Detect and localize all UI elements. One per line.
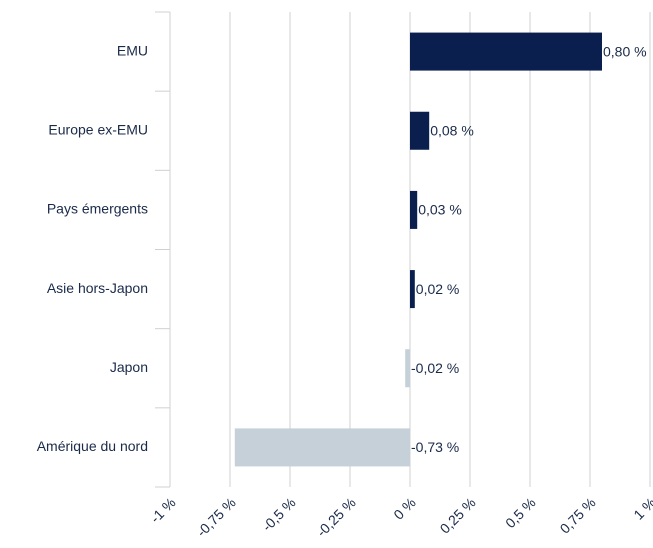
data-label: 0,08 %: [430, 122, 474, 138]
x-tick-label: -0,25 %: [313, 494, 358, 539]
data-label: 0,02 %: [416, 281, 460, 297]
y-tick-label: Asie hors-Japon: [47, 280, 148, 296]
x-tick-label: 1 %: [630, 494, 653, 522]
bar: [405, 349, 410, 388]
data-label: -0,02 %: [411, 360, 459, 376]
x-tick-label: -0,5 %: [259, 494, 299, 534]
x-tick-label: -1 %: [147, 494, 179, 526]
bar: [410, 270, 415, 309]
y-tick-label: Amérique du nord: [37, 438, 148, 454]
x-tick-label: 0 %: [390, 494, 418, 522]
x-tick-label: 0,25 %: [437, 494, 479, 536]
y-tick-label: Japon: [110, 359, 148, 375]
y-tick-label: Europe ex-EMU: [48, 121, 148, 137]
bar: [410, 32, 602, 71]
data-label: 0,03 %: [418, 202, 462, 218]
bar: [410, 190, 418, 229]
data-label: 0,80 %: [603, 43, 647, 59]
y-tick-label: EMU: [117, 42, 148, 58]
x-tick-label: 0,75 %: [557, 494, 599, 536]
bar: [234, 428, 410, 467]
data-label: -0,73 %: [411, 439, 459, 455]
x-tick-label: 0,5 %: [502, 494, 539, 531]
bar: [410, 111, 430, 150]
y-tick-label: Pays émergents: [47, 201, 148, 217]
x-tick-label: -0,75 %: [193, 494, 238, 539]
